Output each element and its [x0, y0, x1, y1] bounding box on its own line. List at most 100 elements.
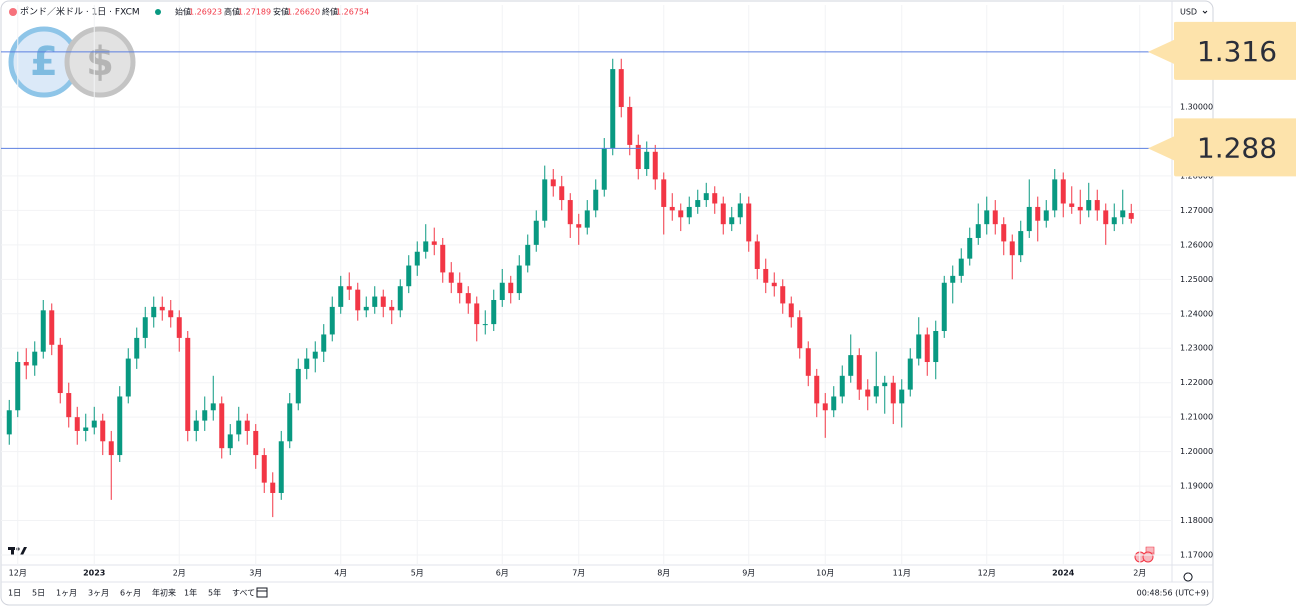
x-tick-label: 5月	[411, 569, 424, 578]
candle-body	[933, 331, 939, 363]
candle-body	[618, 69, 624, 108]
candle-body	[635, 144, 641, 170]
candle-body	[414, 251, 420, 266]
candle-body	[567, 200, 573, 225]
y-tick-label: 1.19000	[1180, 482, 1213, 491]
candle-body	[975, 224, 981, 238]
candle-body	[746, 203, 752, 242]
candle-body	[1052, 179, 1058, 211]
candle-body	[448, 272, 454, 283]
candle-body	[491, 299, 497, 325]
candle-body	[610, 69, 616, 149]
candle-body	[125, 358, 131, 397]
candle-body	[593, 189, 599, 211]
candle-body	[431, 241, 437, 245]
candle-body	[278, 441, 284, 493]
candle-body	[686, 206, 692, 218]
date-range-icon[interactable]	[256, 587, 268, 598]
candle-body	[168, 310, 174, 318]
candle-body	[499, 282, 505, 300]
candle-body	[873, 386, 879, 397]
candle-body	[134, 337, 140, 359]
symbol-title[interactable]: ポンド／米ドル · 1日 · FXCM	[20, 6, 140, 18]
candle-body	[1077, 206, 1083, 211]
event-icon[interactable]	[1142, 551, 1154, 563]
status-dot	[155, 9, 161, 15]
candle-body	[219, 403, 225, 449]
candle-body	[363, 306, 369, 311]
candle-body	[1043, 210, 1049, 221]
price-callout	[1148, 21, 1296, 80]
y-tick-label: 1.17000	[1180, 551, 1213, 560]
x-tick-label: 2月	[1133, 569, 1146, 578]
candle-body	[49, 310, 55, 345]
candle-body	[32, 351, 38, 366]
candle-body	[57, 344, 63, 394]
range-button[interactable]: 1年	[184, 588, 197, 598]
y-tick-label: 1.26000	[1180, 240, 1213, 249]
candle-body	[66, 393, 72, 418]
candle-body	[329, 306, 335, 335]
ohlc-value: 1.26923	[189, 8, 222, 17]
range-button[interactable]: 年初来	[152, 588, 176, 598]
x-tick-label: 3月	[249, 569, 262, 578]
candle-body	[100, 420, 106, 442]
candle-body	[74, 417, 80, 431]
candle-body	[508, 282, 514, 294]
candle-body	[831, 396, 837, 411]
candle-body	[193, 420, 199, 431]
candle-body	[1026, 206, 1032, 232]
candle-body	[108, 441, 114, 456]
candle-body	[338, 286, 344, 307]
candle-body	[355, 289, 361, 311]
candle-body	[1035, 206, 1041, 221]
range-button[interactable]: 5日	[32, 589, 45, 598]
candle-body	[941, 282, 947, 332]
range-button[interactable]: 6ヶ月	[120, 589, 141, 598]
ohlc-value: 1.27189	[238, 8, 271, 17]
settings-icon[interactable]	[1183, 572, 1193, 582]
candle-body	[839, 375, 845, 397]
range-button[interactable]: 3ヶ月	[88, 589, 109, 598]
candle-body	[40, 310, 46, 352]
candle-body	[848, 355, 854, 376]
range-button[interactable]: すべて	[232, 589, 255, 598]
range-button[interactable]: 5年	[208, 588, 221, 598]
candle-body	[6, 410, 12, 435]
candle-body	[270, 482, 276, 493]
x-tick-label: 6月	[496, 569, 509, 578]
candle-body	[754, 241, 760, 269]
candle-body	[287, 403, 293, 442]
x-tick-label: 12月	[9, 569, 27, 578]
candle-body	[533, 220, 539, 245]
x-tick-label: 2023	[83, 569, 105, 578]
range-button[interactable]: 1ヶ月	[56, 589, 77, 598]
candle-body	[236, 420, 242, 435]
x-tick-label: 7月	[572, 569, 585, 578]
candle-body	[576, 224, 582, 228]
candle-body	[737, 203, 743, 218]
candle-body	[729, 217, 735, 225]
clock: 00:48:56 (UTC+9)	[1137, 589, 1209, 598]
candle-body	[457, 282, 463, 294]
candle-body	[899, 389, 905, 404]
currency[interactable]: USD	[1180, 8, 1197, 17]
candle-body	[1018, 231, 1024, 256]
candle-body	[669, 206, 675, 211]
candle-body	[1094, 200, 1100, 211]
tv-logo	[8, 547, 27, 555]
candle-body	[253, 430, 259, 456]
candle-body	[678, 210, 684, 218]
candle-body	[856, 355, 862, 390]
ohlc-name: 始値	[175, 7, 191, 17]
candle-body	[389, 306, 395, 311]
ohlc-name: 安値	[273, 7, 289, 17]
candle-body	[474, 303, 480, 325]
y-tick-label: 1.27000	[1180, 206, 1213, 215]
candle-body	[321, 334, 327, 352]
candle-body	[159, 306, 165, 311]
range-button[interactable]: 1日	[8, 589, 21, 598]
candle-body	[771, 282, 777, 287]
candle-body	[992, 210, 998, 225]
